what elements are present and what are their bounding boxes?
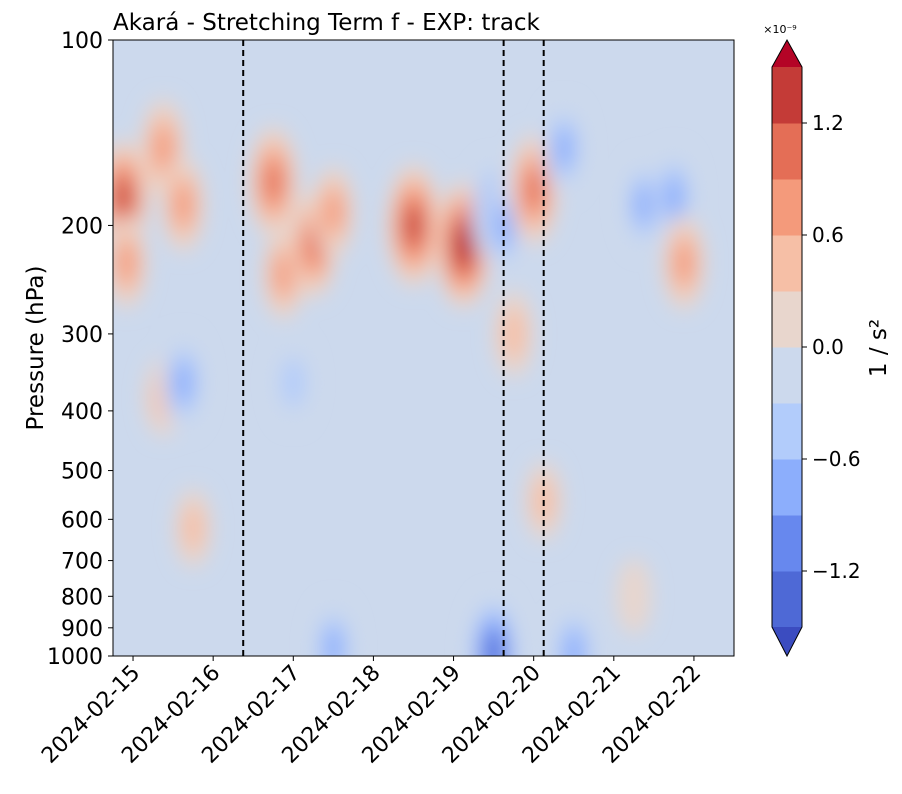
contour-blob-24-5 bbox=[486, 636, 501, 656]
colorbar-tick-label-1: −0.6 bbox=[812, 447, 861, 471]
plot-area bbox=[112, 39, 735, 657]
colorbar-band-5 bbox=[772, 291, 802, 348]
contour-blob-16-4 bbox=[525, 171, 542, 209]
colorbar-band-7 bbox=[772, 179, 802, 236]
y-axis: 1000 900 800 700 600 500 400 300 200 100 bbox=[47, 29, 113, 670]
contour-blobs bbox=[113, 98, 706, 656]
y-tick-label-5: 500 bbox=[61, 460, 103, 485]
y-tick-label-2: 800 bbox=[61, 585, 103, 610]
plot-background bbox=[113, 40, 734, 656]
contour-blob-7-4 bbox=[265, 163, 282, 201]
contour-field bbox=[113, 98, 706, 656]
contour-blob-1-3 bbox=[117, 243, 136, 283]
y-tick-label-4: 600 bbox=[61, 508, 103, 533]
contour-blob-22-3 bbox=[674, 242, 694, 284]
colorbar-scale-label: ×10⁻⁹ bbox=[763, 23, 796, 36]
contour-blob-3-3 bbox=[174, 184, 193, 226]
contour-blob-6-2 bbox=[182, 504, 204, 553]
y-tick-label-7: 300 bbox=[61, 323, 103, 348]
y-tick-label-8: 200 bbox=[61, 214, 103, 239]
colorbar-band-4 bbox=[772, 347, 802, 404]
y-axis-label: Pressure (hPa) bbox=[23, 266, 49, 431]
colorbar-band-6 bbox=[772, 235, 802, 292]
y-tick-label-0: 1000 bbox=[47, 645, 103, 670]
colorbar-band-3 bbox=[772, 403, 802, 460]
contour-blob-2-3 bbox=[153, 127, 173, 170]
colorbar-label: 1 / s² bbox=[866, 319, 892, 377]
contour-blob-26-3 bbox=[324, 628, 343, 656]
colorbar-tick-label-3: 0.6 bbox=[812, 223, 844, 247]
colorbar-band-9 bbox=[772, 67, 802, 124]
contour-blob-0-5 bbox=[116, 181, 130, 214]
contour-blob-11-2 bbox=[282, 357, 305, 408]
colorbar-extend-min bbox=[772, 627, 802, 656]
colorbar-tick-label-2: 0.0 bbox=[812, 335, 844, 359]
colorbar-band-1 bbox=[772, 515, 802, 572]
contour-blob-23-1 bbox=[616, 558, 652, 635]
colorbar-frame bbox=[771, 38, 803, 658]
contour-blob-18-3 bbox=[554, 128, 573, 169]
contour-blob-12-5 bbox=[406, 208, 421, 243]
y-tick-label-6: 400 bbox=[61, 400, 103, 425]
colorbar-tick-label-4: 1.2 bbox=[812, 111, 844, 135]
plot-frame bbox=[112, 39, 735, 657]
contour-blob-21-3 bbox=[664, 176, 683, 218]
colorbar-extend-max bbox=[772, 40, 802, 67]
y-tick-label-9: 100 bbox=[61, 29, 103, 54]
y-tick-label-3: 700 bbox=[61, 550, 103, 575]
chart-title: Akará - Stretching Term f - EXP: track bbox=[113, 10, 541, 36]
y-tick-label-1: 900 bbox=[61, 617, 103, 642]
colorbar-band-2 bbox=[772, 459, 802, 516]
contour-blob-13-6 bbox=[457, 230, 470, 260]
contour-blob-20-3 bbox=[635, 184, 653, 225]
contour-blob-17-2 bbox=[501, 307, 526, 361]
event-lines bbox=[242, 40, 545, 656]
contour-blob-5-3 bbox=[174, 362, 193, 404]
colorbar-band-0 bbox=[772, 571, 802, 628]
contour-blob-10-3 bbox=[324, 191, 343, 232]
colorbar-band-8 bbox=[772, 123, 802, 180]
contour-blob-25-3 bbox=[564, 631, 584, 656]
colorbar: −1.2 −0.6 0.0 0.6 1.2 bbox=[771, 38, 861, 658]
contour-blob-8-3 bbox=[274, 254, 293, 294]
x-axis: 2024-02-152024-02-162024-02-172024-02-18… bbox=[37, 656, 706, 769]
colorbar-tick-label-0: −1.2 bbox=[812, 559, 861, 583]
